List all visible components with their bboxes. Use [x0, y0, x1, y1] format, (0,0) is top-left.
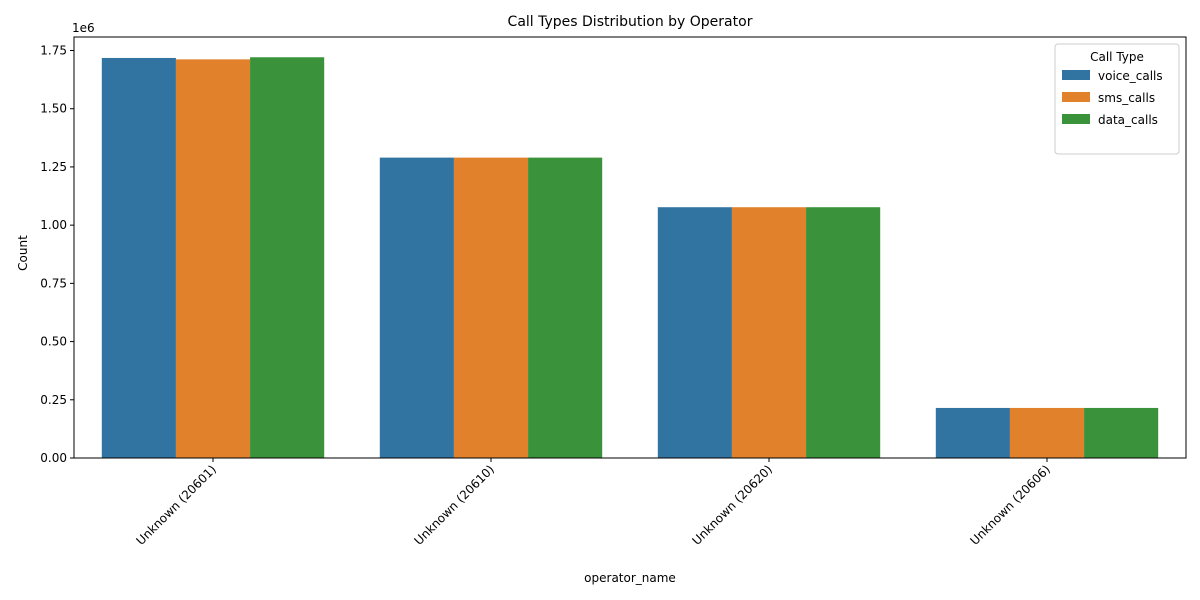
x-axis-ticks: Unknown (20601) Unknown (20610) Unknown (2… — [134, 458, 1054, 548]
y-tick-label: 1.75 — [40, 44, 67, 58]
legend-label-data-calls: data_calls — [1098, 113, 1158, 127]
x-tick-label: Unknown (20601) — [134, 462, 220, 548]
y-tick-label: 1.25 — [40, 160, 67, 174]
bar-voice-calls — [379, 157, 454, 459]
y-axis-ticks: 0.00 0.25 0.50 0.75 1.00 1.25 1.50 1.75 — [40, 44, 74, 465]
y-tick-label: 0.25 — [40, 393, 67, 407]
bar-voice-calls — [935, 407, 1010, 458]
x-tick-label: Unknown (20620) — [690, 462, 776, 548]
y-tick-label: 0.00 — [40, 451, 67, 465]
bar-sms-calls — [731, 207, 807, 458]
legend-swatch-voice-calls — [1062, 70, 1090, 80]
bars-group — [101, 57, 1159, 459]
legend-swatch-data-calls — [1062, 114, 1090, 124]
legend-swatch-sms-calls — [1062, 92, 1090, 102]
y-axis-label: Count — [16, 235, 30, 271]
y-tick-label: 0.75 — [40, 276, 67, 290]
bar-sms-calls — [1009, 407, 1085, 458]
plot-frame — [73, 36, 1187, 459]
bar-voice-calls — [101, 57, 176, 459]
legend-title: Call Type — [1090, 50, 1144, 64]
legend: Call Type voice_calls sms_calls data_calls — [1054, 43, 1180, 155]
x-tick-label: Unknown (20610) — [412, 462, 498, 548]
bar-data-calls — [250, 57, 325, 458]
bar-sms-calls — [453, 157, 529, 459]
chart-title: Call Types Distribution by Operator — [508, 14, 753, 30]
x-axis-label: operator_name — [584, 571, 676, 585]
bar-voice-calls — [657, 207, 732, 458]
y-tick-label: 1.50 — [40, 102, 67, 116]
y-tick-label: 0.50 — [40, 335, 67, 349]
bar-sms-calls — [175, 59, 251, 459]
bar-data-calls — [806, 207, 881, 458]
bar-data-calls — [1084, 407, 1159, 458]
bar-data-calls — [528, 157, 603, 459]
legend-label-voice-calls: voice_calls — [1098, 69, 1163, 83]
y-scale-label: 1e6 — [72, 21, 95, 35]
legend-items: voice_calls sms_calls data_calls — [1062, 69, 1163, 127]
legend-label-sms-calls: sms_calls — [1098, 91, 1155, 105]
y-tick-label: 1.00 — [40, 218, 67, 232]
x-tick-label: Unknown (20606) — [968, 462, 1054, 548]
